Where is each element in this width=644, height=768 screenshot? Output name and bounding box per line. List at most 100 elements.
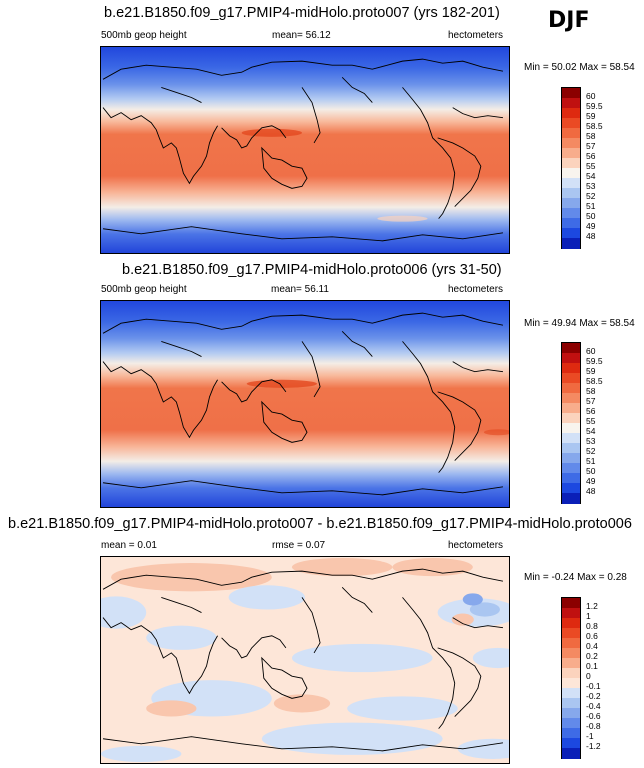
- colorbar-tick-label: 56: [586, 151, 596, 161]
- colorbar-tick-label: -0.4: [586, 701, 601, 711]
- colorbar-tick-label: 59.5: [586, 101, 603, 111]
- colorbar-tick-label: 53: [586, 436, 596, 446]
- colorbar-tick-label: 60: [586, 346, 596, 356]
- colorbar-tick-label: 58: [586, 131, 596, 141]
- colorbar-swatch: [562, 98, 580, 109]
- colorbar-tick-label: 1.2: [586, 601, 598, 611]
- colorbar-tick-label: 52: [586, 191, 596, 201]
- panel1-coastlines: [102, 58, 504, 242]
- season-label: DJF: [548, 8, 590, 33]
- panel1-colorbar: [561, 87, 581, 249]
- panel2-coastlines: [102, 312, 504, 496]
- colorbar-tick-label: -1: [586, 731, 594, 741]
- colorbar-tick-label: 51: [586, 456, 596, 466]
- colorbar-tick-label: -0.1: [586, 681, 601, 691]
- colorbar-swatch: [562, 228, 580, 239]
- colorbar-tick-label: -0.2: [586, 691, 601, 701]
- colorbar-swatch: [562, 718, 580, 729]
- colorbar-swatch: [562, 658, 580, 669]
- colorbar-swatch: [562, 168, 580, 179]
- colorbar-swatch: [562, 403, 580, 414]
- colorbar-swatch: [562, 208, 580, 219]
- colorbar-tick-label: 53: [586, 181, 596, 191]
- colorbar-tick-label: 0.8: [586, 621, 598, 631]
- colorbar-tick-label: -0.6: [586, 711, 601, 721]
- colorbar-swatch: [562, 638, 580, 649]
- panel1-map: [100, 46, 510, 254]
- panel3-units-label: hectometers: [448, 540, 504, 551]
- panel1-title: b.e21.B1850.f09_g17.PMIP4-midHolo.proto0…: [104, 5, 500, 21]
- colorbar-swatch: [562, 668, 580, 679]
- colorbar-tick-label: -1.2: [586, 741, 601, 751]
- colorbar-tick-label: 54: [586, 171, 596, 181]
- colorbar-swatch: [562, 88, 580, 99]
- colorbar-swatch: [562, 463, 580, 474]
- colorbar-swatch: [562, 423, 580, 434]
- colorbar-swatch: [562, 138, 580, 149]
- colorbar-swatch: [562, 118, 580, 129]
- colorbar-tick-label: 49: [586, 221, 596, 231]
- colorbar-swatch: [562, 648, 580, 659]
- colorbar-tick-label: 57: [586, 141, 596, 151]
- colorbar-swatch: [562, 363, 580, 374]
- colorbar-swatch: [562, 433, 580, 444]
- colorbar-tick-label: 55: [586, 161, 596, 171]
- panel2-colorbar: [561, 342, 581, 504]
- colorbar-swatch: [562, 748, 580, 759]
- colorbar-swatch: [562, 628, 580, 639]
- colorbar-swatch: [562, 728, 580, 739]
- colorbar-swatch: [562, 373, 580, 384]
- panel2-title: b.e21.B1850.f09_g17.PMIP4-midHolo.proto0…: [122, 262, 502, 278]
- colorbar-tick-label: 57: [586, 396, 596, 406]
- colorbar-swatch: [562, 688, 580, 699]
- colorbar-tick-label: 52: [586, 446, 596, 456]
- panel3-coastlines: [102, 568, 504, 752]
- colorbar-swatch: [562, 493, 580, 504]
- colorbar-tick-label: 48: [586, 486, 596, 496]
- colorbar-tick-label: 0.2: [586, 651, 598, 661]
- colorbar-tick-label: 59: [586, 111, 596, 121]
- colorbar-tick-label: 0: [586, 671, 591, 681]
- colorbar-tick-label: 50: [586, 466, 596, 476]
- panel3-min-max: Min = -0.24 Max = 0.28: [524, 572, 627, 583]
- colorbar-swatch: [562, 108, 580, 119]
- colorbar-swatch: [562, 618, 580, 629]
- panel3-title: b.e21.B1850.f09_g17.PMIP4-midHolo.proto0…: [8, 516, 632, 532]
- panel2-variable-label: 500mb geop height: [101, 284, 187, 295]
- colorbar-tick-label: 1: [586, 611, 591, 621]
- colorbar-swatch: [562, 148, 580, 159]
- colorbar-tick-label: -0.8: [586, 721, 601, 731]
- panel3-map: [100, 556, 510, 764]
- colorbar-swatch: [562, 453, 580, 464]
- colorbar-swatch: [562, 413, 580, 424]
- colorbar-tick-label: 56: [586, 406, 596, 416]
- colorbar-swatch: [562, 443, 580, 454]
- panel2-min-max: Min = 49.94 Max = 58.54: [524, 318, 635, 329]
- colorbar-swatch: [562, 383, 580, 394]
- colorbar-swatch: [562, 188, 580, 199]
- colorbar-tick-label: 60: [586, 91, 596, 101]
- colorbar-swatch: [562, 738, 580, 749]
- colorbar-swatch: [562, 158, 580, 169]
- colorbar-tick-label: 54: [586, 426, 596, 436]
- colorbar-swatch: [562, 473, 580, 484]
- colorbar-tick-label: 55: [586, 416, 596, 426]
- panel1-mean-label: mean= 56.12: [272, 30, 331, 41]
- colorbar-swatch: [562, 678, 580, 689]
- colorbar-tick-label: 58.5: [586, 121, 603, 131]
- colorbar-swatch: [562, 353, 580, 364]
- colorbar-tick-label: 59.5: [586, 356, 603, 366]
- colorbar-tick-label: 48: [586, 231, 596, 241]
- colorbar-swatch: [562, 343, 580, 354]
- colorbar-swatch: [562, 598, 580, 609]
- colorbar-swatch: [562, 393, 580, 404]
- panel1-variable-label: 500mb geop height: [101, 30, 187, 41]
- colorbar-swatch: [562, 608, 580, 619]
- colorbar-swatch: [562, 238, 580, 249]
- colorbar-tick-label: 50: [586, 211, 596, 221]
- colorbar-swatch: [562, 198, 580, 209]
- colorbar-tick-label: 59: [586, 366, 596, 376]
- colorbar-tick-label: 51: [586, 201, 596, 211]
- colorbar-swatch: [562, 708, 580, 719]
- colorbar-tick-label: 0.6: [586, 631, 598, 641]
